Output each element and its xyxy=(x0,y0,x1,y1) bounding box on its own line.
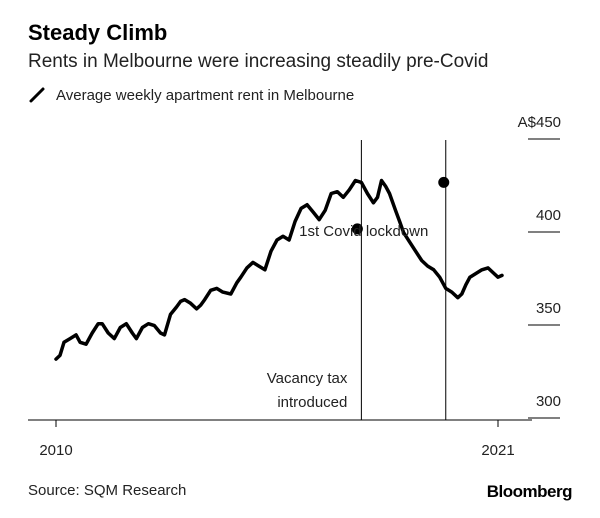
y-tick-label: 350 xyxy=(536,300,561,317)
source-note: Source: SQM Research xyxy=(28,482,187,499)
legend-label: Average weekly apartment rent in Melbour… xyxy=(56,86,355,104)
event-marker-dot xyxy=(351,223,363,235)
x-tick-label: 2021 xyxy=(481,442,514,459)
y-tick-label: 300 xyxy=(536,393,561,410)
marker-label: 1st Covid lockdown xyxy=(299,223,428,240)
y-tick-label: 400 xyxy=(536,207,561,224)
reference-line-label: introduced xyxy=(277,394,347,411)
legend: Average weekly apartment rent in Melbour… xyxy=(28,86,354,104)
reference-line-label: Vacancy tax xyxy=(267,370,348,387)
legend-line-swatch-icon xyxy=(29,87,45,103)
series-line xyxy=(54,178,504,361)
event-marker-dot xyxy=(438,176,450,188)
chart-subtitle: Rents in Melbourne were increasing stead… xyxy=(28,51,489,72)
chart-title: Steady Climb xyxy=(28,20,168,45)
bloomberg-logo: Bloomberg xyxy=(486,482,573,501)
x-tick-label: 2010 xyxy=(39,442,72,459)
y-tick-label: A$450 xyxy=(518,114,561,131)
